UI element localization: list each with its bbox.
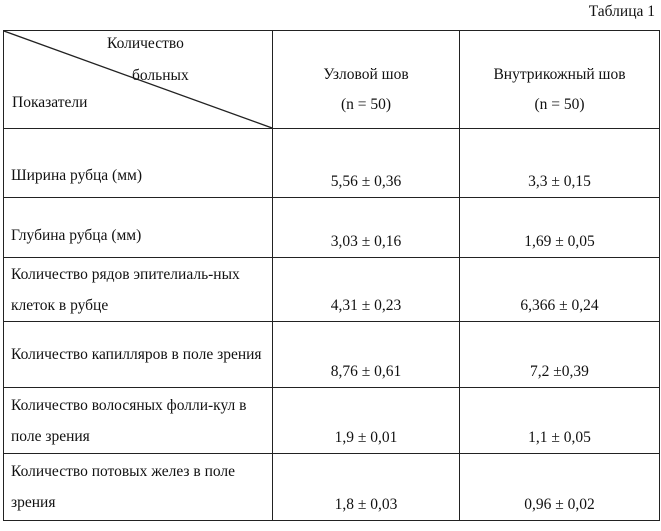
value-nodal: 4,31 ± 0,23: [273, 258, 460, 322]
table-row: Количество потовых желез в поле зрения 1…: [4, 454, 660, 521]
row-label: Количество капилляров в поле зрения: [4, 322, 273, 388]
table-row: Глубина рубца (мм) 3,03 ± 0,16 1,69 ± 0,…: [4, 198, 660, 258]
value-nodal: 8,76 ± 0,61: [273, 322, 460, 388]
value-intradermal: 7,2 ±0,39: [460, 322, 660, 388]
value-nodal: 1,9 ± 0,01: [273, 388, 460, 454]
column-header-nodal: Узловой шов (n = 50): [273, 31, 460, 129]
row-label: Ширина рубца (мм): [4, 129, 273, 198]
table-row: Ширина рубца (мм) 5,56 ± 0,36 3,3 ± 0,15: [4, 129, 660, 198]
table-row: Количество капилляров в поле зрения 8,76…: [4, 322, 660, 388]
corner-bottom-label: Показатели: [12, 94, 87, 112]
column-n: (n = 50): [280, 90, 452, 120]
column-name: Узловой шов: [280, 60, 452, 90]
row-label: Количество рядов эпителиаль-ных клеток в…: [4, 258, 273, 322]
value-nodal: 5,56 ± 0,36: [273, 129, 460, 198]
header-row: Количество больных Показатели Узловой шо…: [4, 31, 660, 129]
column-n: (n = 50): [467, 90, 652, 120]
results-table: Количество больных Показатели Узловой шо…: [3, 30, 660, 521]
row-label: Глубина рубца (мм): [4, 198, 273, 258]
value-intradermal: 1,69 ± 0,05: [460, 198, 660, 258]
corner-mid-label: больных: [132, 67, 189, 85]
column-name: Внутрикожный шов: [467, 60, 652, 90]
table-row: Количество волосяных фолли-кул в поле зр…: [4, 388, 660, 454]
row-label: Количество волосяных фолли-кул в поле зр…: [4, 388, 273, 454]
value-intradermal: 0,96 ± 0,02: [460, 454, 660, 521]
value-intradermal: 3,3 ± 0,15: [460, 129, 660, 198]
corner-top-label: Количество: [107, 35, 184, 53]
value-nodal: 3,03 ± 0,16: [273, 198, 460, 258]
row-label: Количество потовых желез в поле зрения: [4, 454, 273, 521]
value-intradermal: 6,366 ± 0,24: [460, 258, 660, 322]
value-intradermal: 1,1 ± 0,05: [460, 388, 660, 454]
table-caption: Таблица 1: [589, 3, 655, 21]
corner-header-cell: Количество больных Показатели: [4, 31, 273, 129]
value-nodal: 1,8 ± 0,03: [273, 454, 460, 521]
column-header-intradermal: Внутрикожный шов (n = 50): [460, 31, 660, 129]
table-row: Количество рядов эпителиаль-ных клеток в…: [4, 258, 660, 322]
